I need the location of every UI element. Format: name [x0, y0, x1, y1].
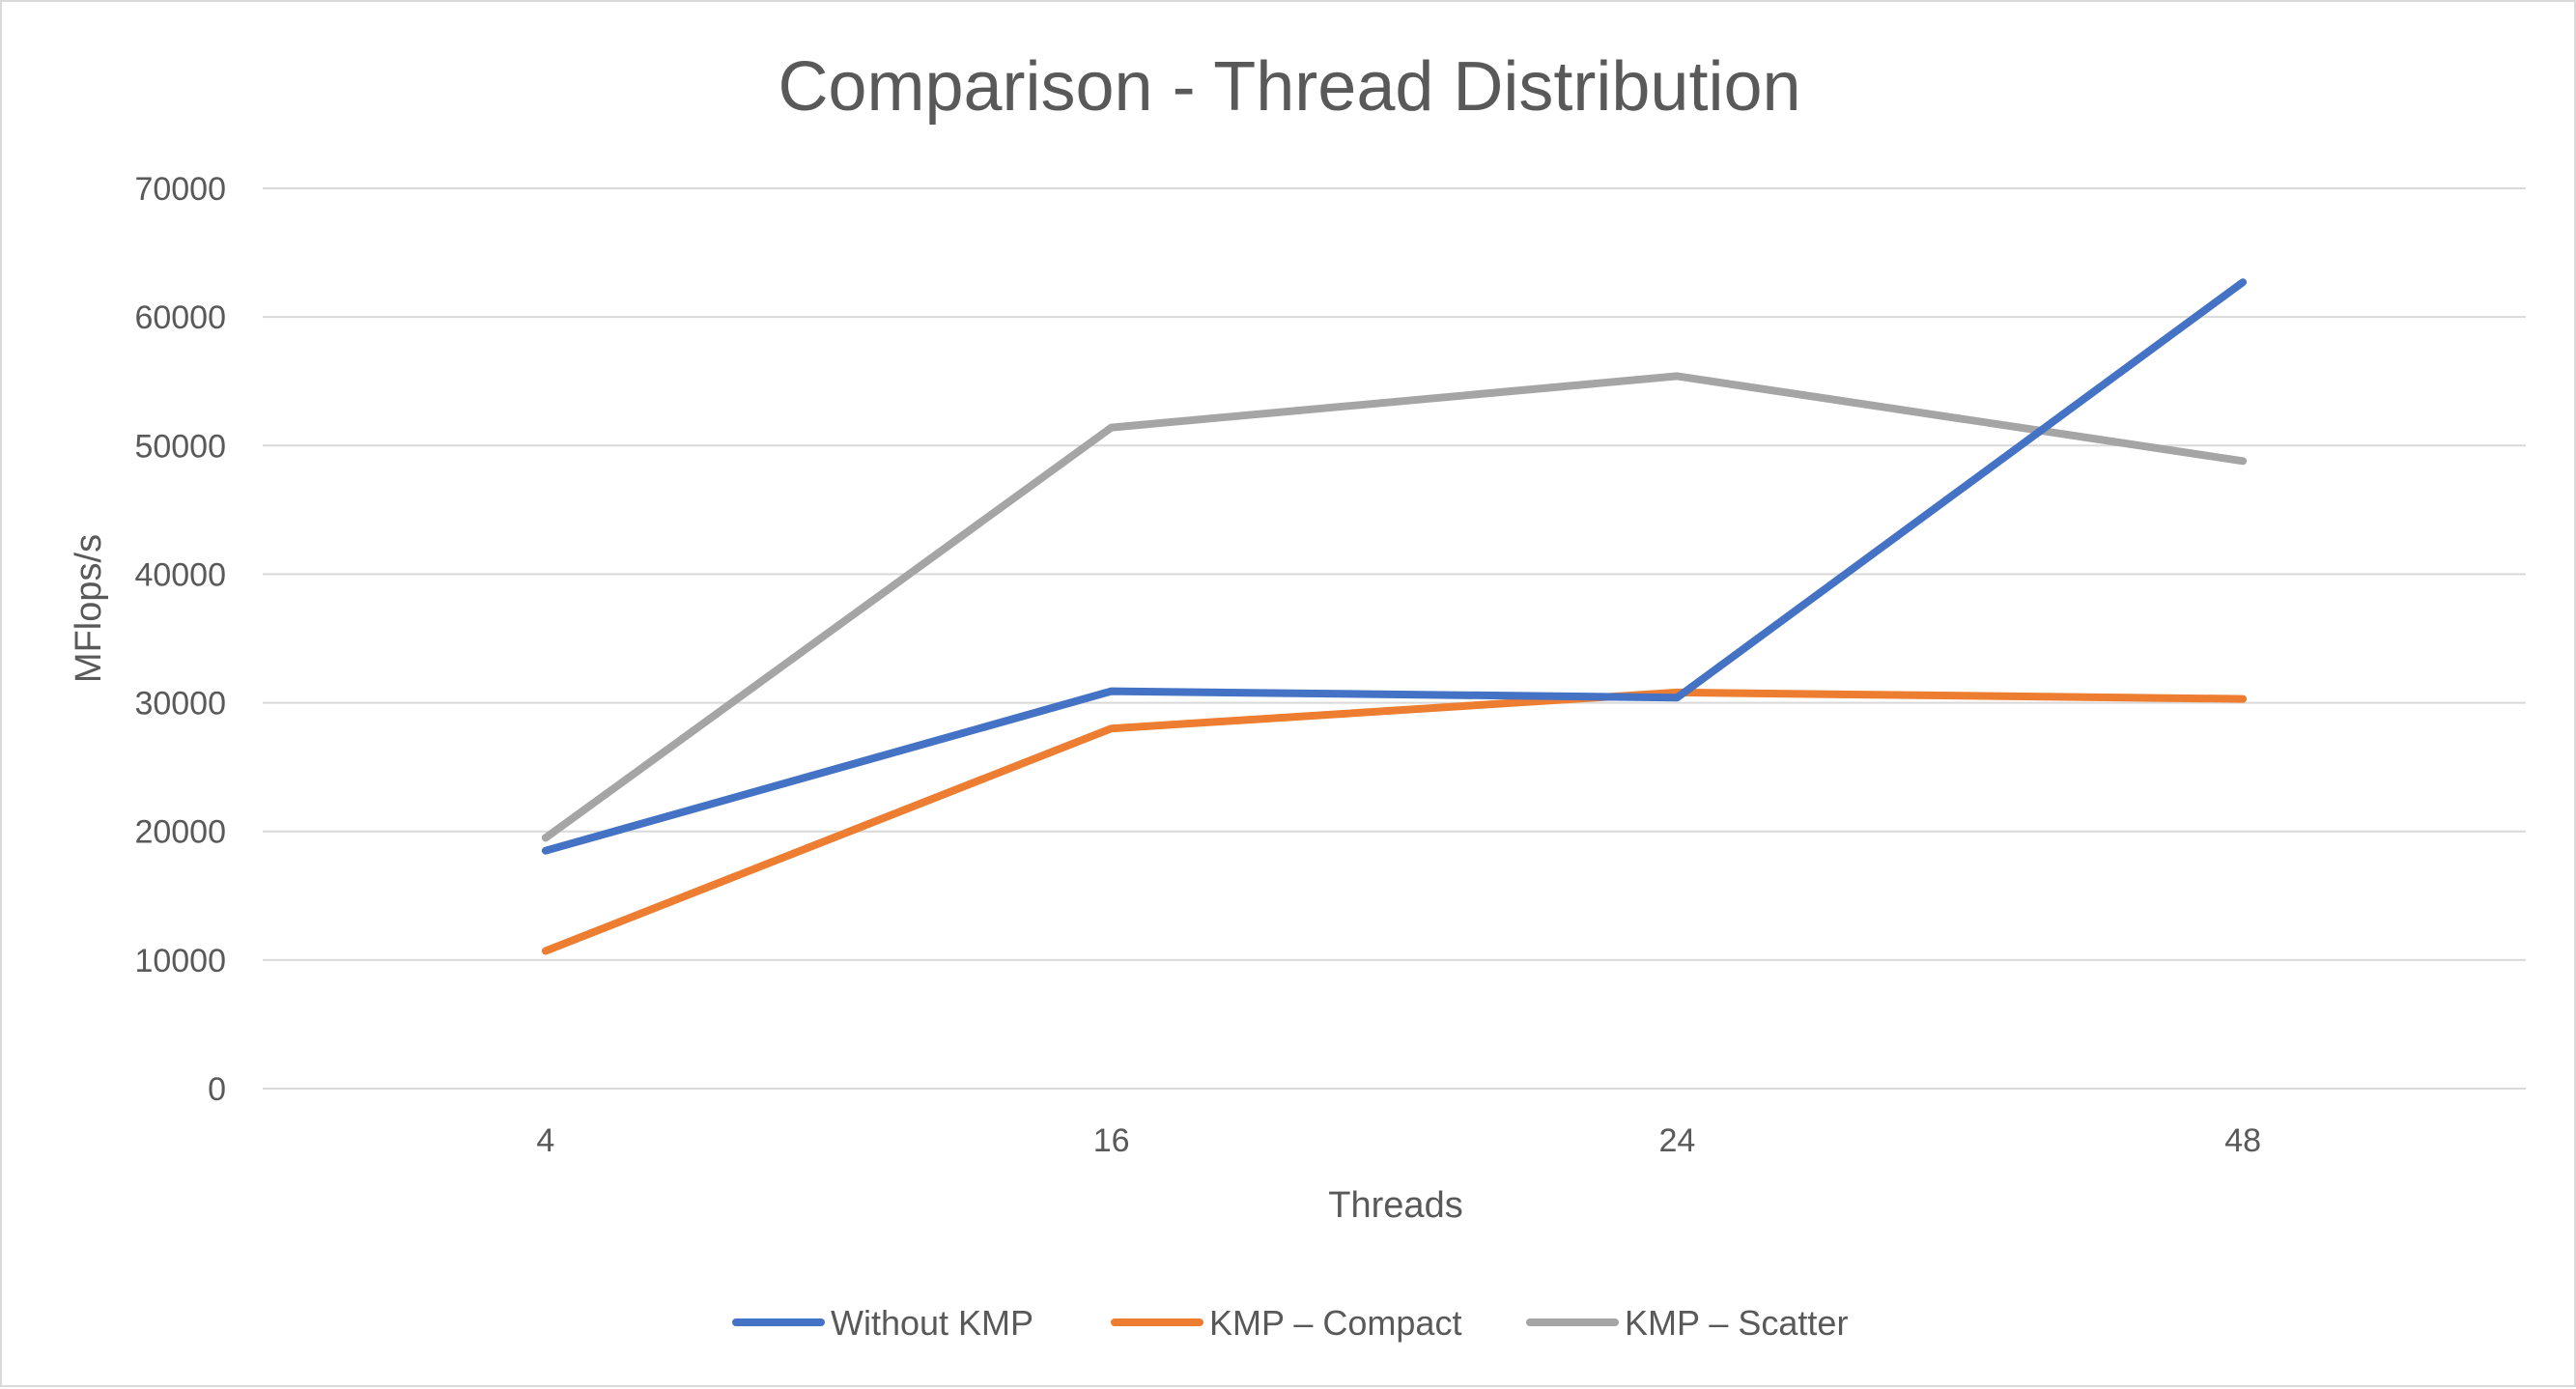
legend-item[interactable]: KMP – Scatter — [1526, 1303, 1848, 1343]
y-tick-label: 30000 — [134, 686, 226, 723]
y-axis-tick-labels: 0 10000 20000 30000 40000 50000 60000 70000 — [134, 171, 226, 1108]
y-tick-label: 60000 — [134, 299, 226, 336]
y-tick-label: 0 — [208, 1071, 226, 1108]
series-line-kmp-scatter — [541, 372, 2248, 842]
series-lines — [541, 278, 2248, 955]
y-tick-label: 50000 — [134, 428, 226, 465]
y-tick-label: 10000 — [134, 943, 226, 979]
x-tick-label: 16 — [1093, 1122, 1130, 1159]
x-axis-tick-labels: 4 16 24 48 — [536, 1122, 2261, 1159]
legend-item[interactable]: KMP – Compact — [1111, 1303, 1461, 1343]
legend[interactable]: Without KMP KMP – Compact KMP – Scatter — [732, 1303, 1848, 1343]
legend-label: Without KMP — [831, 1303, 1033, 1343]
legend-label: KMP – Compact — [1209, 1303, 1461, 1343]
x-tick-label: 4 — [536, 1122, 554, 1159]
y-axis-title: MFlops/s — [69, 534, 109, 683]
legend-label: KMP – Scatter — [1625, 1303, 1848, 1343]
y-tick-label: 20000 — [134, 814, 226, 851]
x-tick-label: 24 — [1658, 1122, 1695, 1159]
legend-item[interactable]: Without KMP — [732, 1303, 1033, 1343]
chart-title: Comparison - Thread Distribution — [778, 48, 1800, 126]
y-tick-label: 70000 — [134, 171, 226, 208]
gridlines — [263, 187, 2526, 1090]
x-tick-label: 48 — [2224, 1122, 2261, 1159]
x-axis-title: Threads — [1328, 1185, 1462, 1226]
series-line-without-kmp — [541, 278, 2248, 855]
y-tick-label: 40000 — [134, 556, 226, 593]
series-line-kmp-compact — [541, 688, 2248, 955]
